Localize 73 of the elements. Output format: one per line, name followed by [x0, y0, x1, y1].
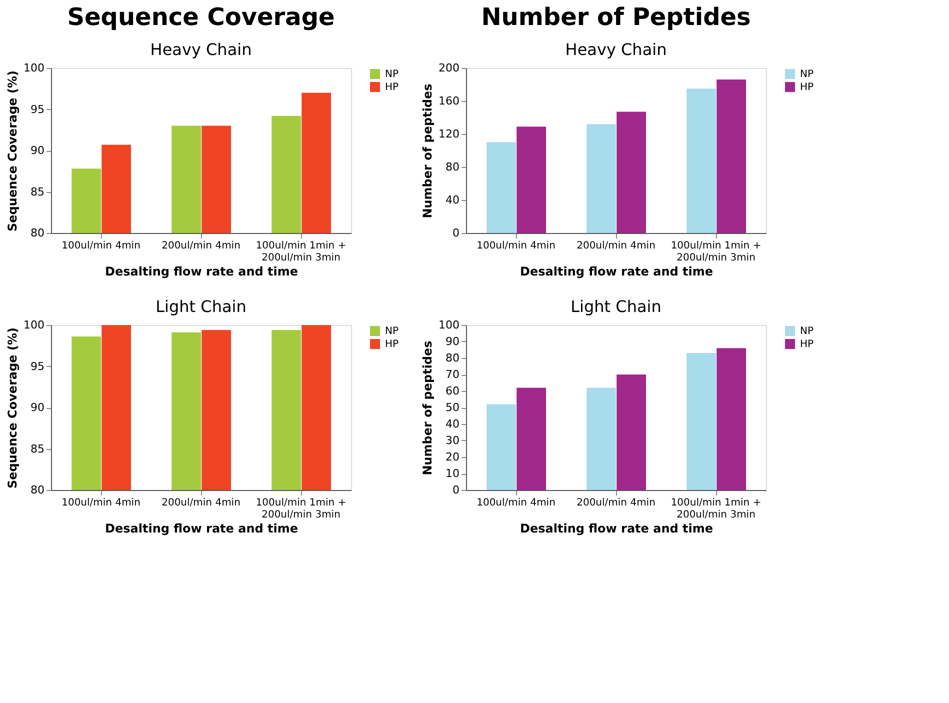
bar	[486, 142, 516, 233]
y-tick-label: 95	[30, 360, 44, 373]
y-tick-label: 90	[30, 144, 44, 157]
legend-label: NP	[800, 69, 814, 80]
y-tick-label: 50	[446, 401, 460, 414]
bar	[716, 348, 746, 490]
y-tick-label: 90	[446, 335, 460, 348]
legend-label: HP	[800, 339, 814, 350]
chart-title: Sequence Coverage	[67, 3, 335, 31]
bar	[586, 124, 616, 233]
bar	[686, 88, 716, 233]
x-tick-label: 200ul/min 4min	[576, 498, 656, 508]
x-axis-title: Desalting flow rate and time	[105, 522, 298, 536]
chart-title: Number of Peptides	[481, 3, 751, 31]
x-tick-label: 100ul/min 4min	[62, 498, 140, 508]
y-tick-label: 20	[446, 450, 460, 464]
y-tick-label: 80	[446, 352, 460, 364]
legend-label: HP	[385, 82, 399, 93]
x-tick-label: 100ul/min 1min + 200ul/min 3min	[256, 498, 346, 520]
y-tick-label: 80	[30, 226, 44, 240]
x-axis-title: Desalting flow rate and time	[520, 522, 713, 536]
y-tick-label: 0	[452, 484, 460, 496]
y-tick-label: 40	[446, 418, 460, 430]
y-tick-label: 100	[438, 318, 460, 332]
legend-label: NP	[385, 69, 399, 80]
y-tick-label: 80	[30, 484, 44, 496]
y-tick-label: 10	[446, 467, 460, 480]
y-tick-label: 100	[24, 62, 44, 74]
x-tick-label: 200ul/min 4min	[576, 240, 656, 252]
chart-subtitle: Heavy Chain	[150, 40, 252, 59]
y-tick-label: 200	[438, 62, 460, 74]
bar	[516, 388, 546, 490]
chart-subtitle: Heavy Chain	[565, 40, 667, 59]
x-tick-label: 200ul/min 4min	[162, 498, 240, 508]
x-axis-title: Desalting flow rate and time	[520, 264, 713, 278]
x-tick-label: 100ul/min 1min + 200ul/min 3min	[670, 240, 762, 264]
y-tick-label: 60	[446, 384, 460, 398]
y-tick-label: 0	[452, 226, 460, 240]
y-tick-label: 80	[446, 160, 460, 174]
bar	[716, 80, 746, 233]
chart-title: Light Chain	[570, 297, 662, 316]
legend-label: HP	[800, 82, 814, 93]
bar	[486, 404, 516, 490]
y-axis-title: Number of peptides	[420, 84, 435, 218]
x-tick-label: 100ul/min 4min	[62, 240, 140, 252]
y-tick-label: 85	[30, 442, 44, 456]
chart-title: Light Chain	[156, 297, 246, 316]
legend-label: NP	[385, 326, 399, 337]
legend-label: NP	[800, 326, 814, 337]
x-tick-label: 100ul/min 1min + 200ul/min 3min	[670, 498, 762, 520]
y-tick-label: 90	[30, 401, 44, 414]
y-tick-label: 85	[30, 185, 44, 198]
y-tick-label: 70	[446, 368, 460, 381]
y-tick-label: 40	[446, 194, 460, 206]
bar	[516, 126, 546, 233]
bar	[616, 374, 646, 490]
x-tick-label: 200ul/min 4min	[162, 240, 240, 252]
bar	[586, 388, 616, 490]
y-axis-title: Number of peptides	[420, 340, 435, 476]
y-tick-label: 160	[438, 94, 460, 108]
y-tick-label: 100	[24, 318, 44, 332]
y-axis-title: Sequence Coverage (%)	[6, 70, 20, 232]
y-tick-label: 120	[438, 128, 460, 140]
y-tick-label: 30	[446, 434, 460, 447]
y-tick-label: 95	[30, 102, 44, 116]
x-tick-label: 100ul/min 1min + 200ul/min 3min	[256, 240, 346, 264]
y-axis-title: Sequence Coverage (%)	[6, 328, 20, 488]
legend-label: HP	[385, 339, 399, 350]
bar	[686, 353, 716, 490]
x-tick-label: 100ul/min 4min	[476, 240, 556, 252]
bar	[616, 112, 646, 233]
x-tick-label: 100ul/min 4min	[476, 498, 556, 508]
x-axis-title: Desalting flow rate and time	[105, 264, 298, 278]
